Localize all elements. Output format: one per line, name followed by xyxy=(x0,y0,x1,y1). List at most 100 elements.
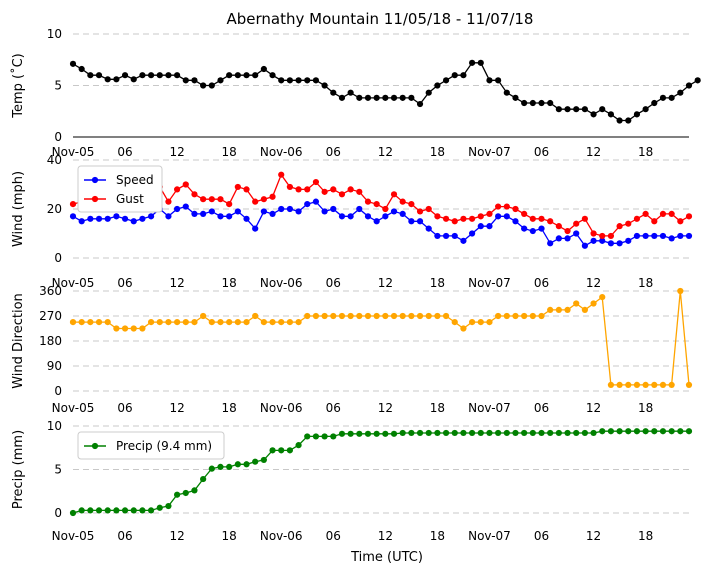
data-point xyxy=(442,215,450,222)
data-point xyxy=(312,198,320,205)
data-point xyxy=(581,429,588,437)
data-point xyxy=(208,319,215,326)
data-point xyxy=(165,198,172,205)
data-point xyxy=(252,312,259,320)
data-point xyxy=(208,465,215,472)
data-point xyxy=(468,230,476,237)
data-point xyxy=(625,117,632,124)
data-point xyxy=(139,72,146,79)
data-point xyxy=(538,429,545,437)
data-point xyxy=(104,215,111,222)
data-point xyxy=(234,72,241,79)
x-tick-label: 06 xyxy=(326,529,341,543)
data-point xyxy=(330,186,337,193)
data-point xyxy=(95,319,103,326)
data-point xyxy=(677,428,684,435)
x-tick-label: Nov-07 xyxy=(468,276,511,290)
data-point xyxy=(312,312,320,320)
data-point xyxy=(668,381,675,388)
series-line-temp xyxy=(72,62,699,122)
data-point xyxy=(243,319,250,326)
data-point xyxy=(104,507,111,514)
data-point xyxy=(581,242,588,249)
data-point xyxy=(651,232,658,240)
x-tick-label: 06 xyxy=(117,145,132,159)
legend-marker xyxy=(91,195,99,203)
data-point xyxy=(390,191,398,198)
data-point xyxy=(95,215,103,222)
data-point xyxy=(174,186,181,193)
data-point xyxy=(529,99,536,107)
data-point xyxy=(399,94,406,101)
data-point xyxy=(555,306,562,313)
data-point xyxy=(321,312,328,320)
data-point xyxy=(130,325,137,332)
data-point xyxy=(390,430,398,437)
data-point xyxy=(607,111,615,118)
data-point xyxy=(95,72,103,79)
data-point xyxy=(87,507,94,514)
data-point xyxy=(642,381,649,388)
data-point xyxy=(425,429,432,437)
data-point xyxy=(243,72,250,79)
data-point xyxy=(529,215,536,222)
x-tick-label: 12 xyxy=(378,145,393,159)
data-point xyxy=(460,72,467,79)
x-tick-label: 12 xyxy=(378,529,393,543)
data-point xyxy=(633,381,641,388)
data-point xyxy=(668,210,675,217)
data-point xyxy=(694,77,701,84)
x-tick-label: 12 xyxy=(378,401,393,415)
data-point xyxy=(69,60,77,67)
y-axis-label: Wind (mph) xyxy=(11,171,26,247)
data-point xyxy=(69,201,77,208)
data-point xyxy=(659,381,667,388)
data-point xyxy=(156,504,163,511)
data-point xyxy=(390,94,398,101)
data-point xyxy=(286,319,294,326)
data-point xyxy=(486,77,493,84)
data-point xyxy=(347,213,354,220)
y-tick-label: 40 xyxy=(47,153,62,167)
x-tick-label: 12 xyxy=(586,401,601,415)
data-point xyxy=(130,507,137,514)
data-point xyxy=(529,429,536,437)
data-point xyxy=(399,312,406,320)
data-point xyxy=(330,205,337,213)
data-point xyxy=(121,72,129,79)
legend-label: Speed xyxy=(116,173,154,187)
data-point xyxy=(590,230,597,237)
data-point xyxy=(555,106,562,113)
data-point xyxy=(521,225,528,232)
x-tick-label: 06 xyxy=(326,276,341,290)
legend-marker xyxy=(91,442,99,450)
x-tick-label: 18 xyxy=(222,401,237,415)
data-point xyxy=(503,429,510,437)
data-point xyxy=(408,312,415,320)
data-point xyxy=(321,82,328,89)
data-point xyxy=(468,215,476,222)
data-point xyxy=(408,218,415,225)
data-point xyxy=(278,205,285,213)
x-tick-label: 18 xyxy=(222,529,237,543)
data-point xyxy=(477,319,484,326)
panel-3: 0 90 180 270 360 Nov-05 06 12 18 Nov-06 06 12 18 Nov-… xyxy=(11,284,693,415)
data-point xyxy=(382,205,389,213)
data-point xyxy=(555,223,562,230)
x-tick-label: 06 xyxy=(534,529,549,543)
data-point xyxy=(659,428,667,435)
data-point xyxy=(130,76,137,83)
data-point xyxy=(486,319,493,326)
x-tick-label: Nov-07 xyxy=(468,401,511,415)
data-point xyxy=(581,215,588,222)
y-tick-label: 360 xyxy=(39,284,62,298)
data-point xyxy=(130,218,137,225)
data-point xyxy=(503,203,510,210)
data-point xyxy=(174,491,181,498)
data-point xyxy=(451,218,458,225)
data-point xyxy=(633,232,641,240)
data-point xyxy=(139,215,146,222)
x-tick-label: Nov-05 xyxy=(52,145,95,159)
data-point xyxy=(243,461,250,468)
data-point xyxy=(217,319,224,326)
